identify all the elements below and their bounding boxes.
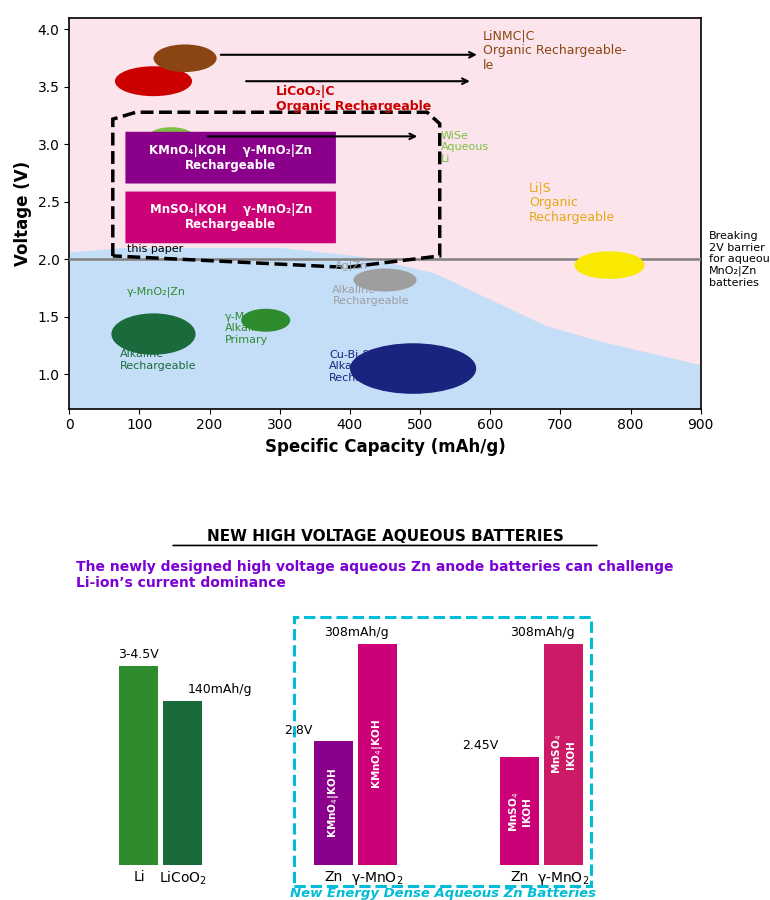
- Ellipse shape: [241, 309, 290, 332]
- Ellipse shape: [353, 268, 417, 292]
- Ellipse shape: [112, 313, 196, 355]
- Text: γ-MnO₂|Zn
Alkaline
Primary: γ-MnO₂|Zn Alkaline Primary: [225, 311, 284, 345]
- Text: KMnO₄|KOH    γ-MnO₂|Zn
Rechargeable: KMnO₄|KOH γ-MnO₂|Zn Rechargeable: [149, 144, 312, 172]
- Text: NEW HIGH VOLTAGE AQUEOUS BATTERIES: NEW HIGH VOLTAGE AQUEOUS BATTERIES: [206, 529, 564, 544]
- Text: MnSO₄|KOH    γ-MnO₂|Zn
Rechargeable: MnSO₄|KOH γ-MnO₂|Zn Rechargeable: [149, 203, 312, 231]
- Text: Alkaline
Rechargeable: Alkaline Rechargeable: [120, 349, 196, 371]
- FancyBboxPatch shape: [126, 131, 336, 184]
- Text: Breaking
2V barrier
for aqueous
MnO₂|Zn
batteries: Breaking 2V barrier for aqueous MnO₂|Zn …: [709, 231, 770, 288]
- Polygon shape: [69, 248, 701, 409]
- Text: Alkaline
Rechargeable: Alkaline Rechargeable: [333, 284, 409, 306]
- Text: WiSe
Aqueous
Li: WiSe Aqueous Li: [441, 130, 489, 164]
- Text: Li|S
Organic
Rechargeable: Li|S Organic Rechargeable: [529, 181, 615, 224]
- Ellipse shape: [115, 67, 192, 96]
- Text: Ag|Zn: Ag|Zn: [334, 260, 367, 271]
- Text: The newly designed high voltage aqueous Zn anode batteries can challenge
Li-ion’: The newly designed high voltage aqueous …: [75, 560, 673, 590]
- Ellipse shape: [350, 343, 476, 394]
- Ellipse shape: [146, 127, 196, 150]
- Text: this paper: this paper: [127, 245, 183, 255]
- Text: Cu-Bi-δ-MnO₂|Zn
Alkaline
Rechargeable: Cu-Bi-δ-MnO₂|Zn Alkaline Rechargeable: [329, 349, 421, 382]
- X-axis label: Specific Capacity (mAh/g): Specific Capacity (mAh/g): [265, 438, 505, 456]
- Ellipse shape: [153, 44, 216, 72]
- Text: γ-MnO₂|Zn: γ-MnO₂|Zn: [127, 287, 186, 297]
- Y-axis label: Voltage (V): Voltage (V): [14, 161, 32, 266]
- FancyBboxPatch shape: [126, 192, 336, 243]
- Text: LiCoO₂|C
Organic Rechargeable: LiCoO₂|C Organic Rechargeable: [276, 85, 431, 112]
- Text: LiNMC|C
Organic Rechargeable-
le: LiNMC|C Organic Rechargeable- le: [484, 30, 627, 73]
- Ellipse shape: [574, 251, 644, 279]
